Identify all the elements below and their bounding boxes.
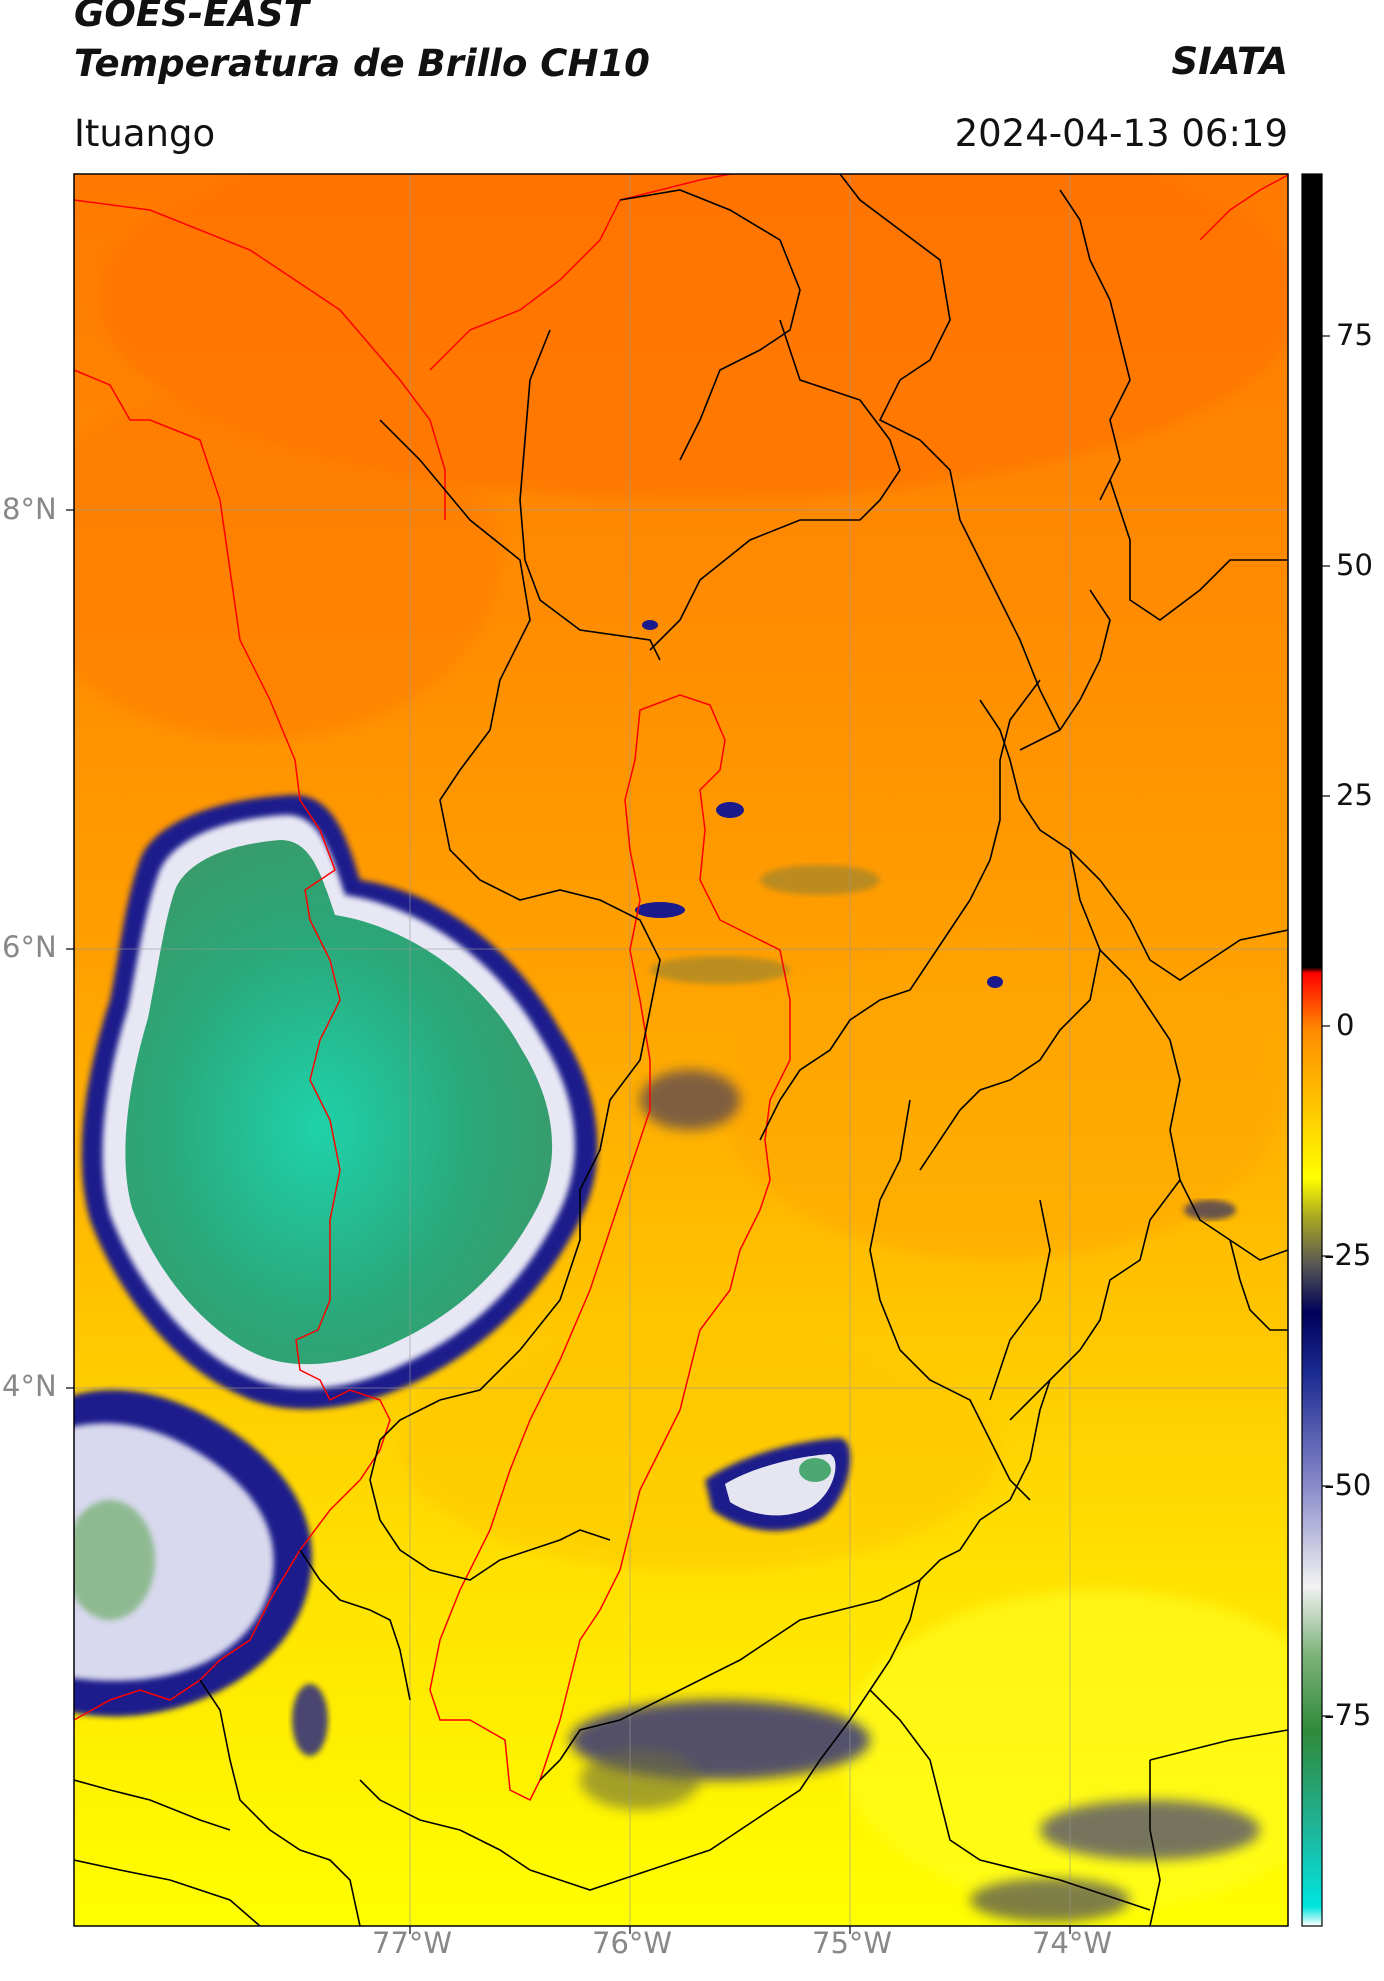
axis-ticks [66,509,1071,1934]
cloud-main-core [125,840,553,1365]
header-brand: SIATA [1171,40,1288,83]
header-variable: Temperatura de Brillo CH10 [74,42,650,85]
lat-label-4n: 4°N [2,1369,57,1403]
brightness-temperature-field [74,174,1288,1926]
coastline [74,174,1288,1721]
header-location: Ituango [74,112,216,155]
lat-label-6n: 6°N [2,930,57,964]
colorbar-label-0: 0 [1336,1008,1355,1042]
header-product: GOES-EAST [74,0,309,35]
header-datetime: 2024-04-13 06:19 [954,112,1288,155]
colorbar-label-50: 50 [1336,548,1373,582]
department-boundaries [74,174,1288,1926]
colorbar-label-75: 75 [1336,318,1373,352]
map-gridlines [74,174,1288,1926]
lon-label-74w: 74°W [1032,1926,1113,1960]
lat-label-8n: 8°N [2,492,57,526]
colorbar-label-minus75: -75 [1324,1698,1372,1732]
colorbar [1301,173,1330,1927]
colorbar-label-25: 25 [1336,778,1373,812]
colorbar-label-minus50: -50 [1324,1468,1372,1502]
lon-label-75w: 75°W [812,1926,893,1960]
lon-label-76w: 76°W [592,1926,673,1960]
region-outline [429,694,791,1802]
colorbar-label-minus25: -25 [1324,1238,1372,1272]
lon-label-77w: 77°W [372,1926,453,1960]
map-frame [73,173,1289,1927]
